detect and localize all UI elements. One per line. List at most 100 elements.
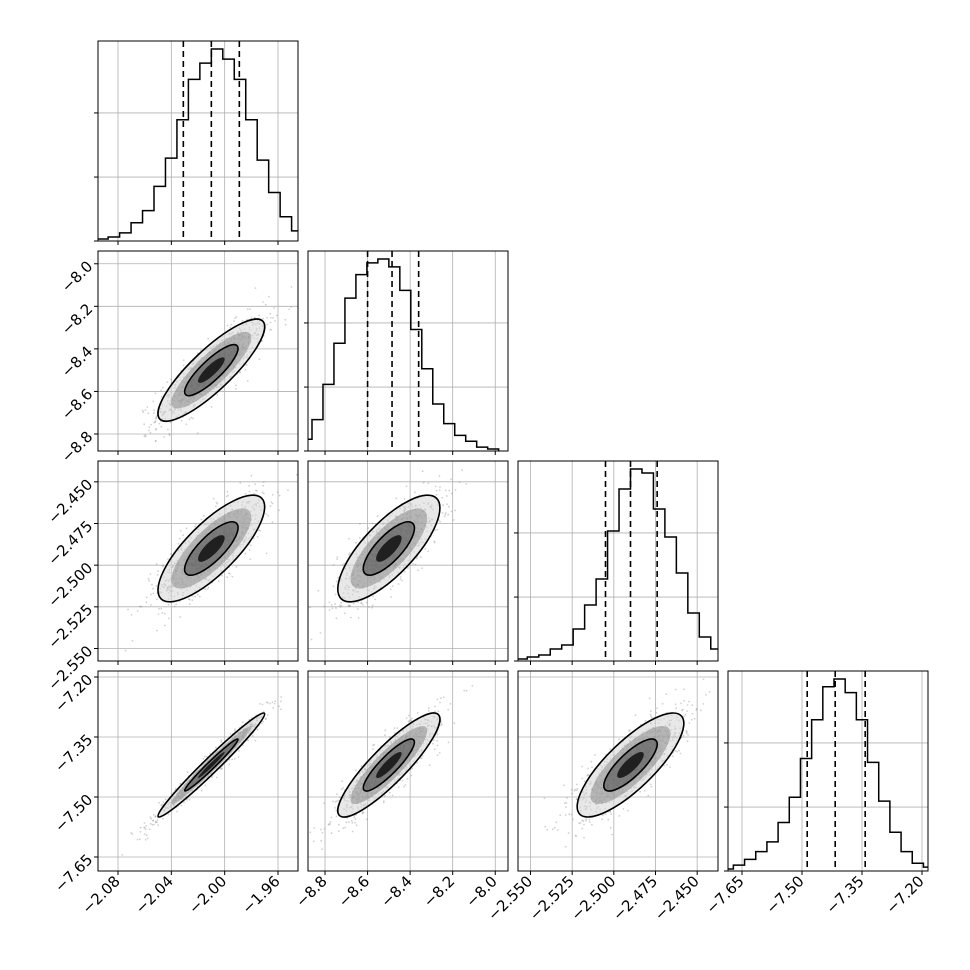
scatter-point — [338, 823, 340, 826]
scatter-point — [331, 607, 334, 610]
scatter-point — [162, 817, 164, 820]
scatter-point — [323, 828, 326, 830]
scatter-point — [424, 548, 427, 550]
scatter-point — [235, 565, 238, 568]
y-tick-label: −2.450 — [44, 475, 96, 527]
panel-2-2 — [514, 460, 719, 665]
scatter-point — [362, 812, 364, 815]
scatter-point — [683, 699, 685, 702]
scatter-point — [588, 818, 591, 821]
scatter-point — [313, 827, 315, 829]
scatter-point — [397, 583, 400, 585]
scatter-point — [142, 411, 145, 414]
scatter-point — [284, 318, 287, 321]
gridlines — [308, 251, 508, 451]
scatter-point — [353, 816, 356, 819]
scatter-point — [262, 301, 264, 303]
scatter-point — [144, 838, 147, 841]
scatter-point — [226, 576, 229, 579]
scatter-point — [309, 831, 312, 834]
scatter-point — [344, 826, 347, 829]
scatter-point — [249, 308, 252, 310]
scatter-point — [233, 729, 236, 732]
scatter-point — [274, 320, 276, 322]
scatter-point — [357, 608, 359, 610]
scatter-point — [226, 490, 229, 493]
scatter-point — [427, 707, 430, 709]
scatter-point — [688, 700, 690, 703]
scatter-point — [249, 558, 252, 561]
scatter-point — [403, 785, 405, 788]
scatter-point — [200, 789, 203, 792]
scatter-point — [427, 550, 429, 552]
scatter-point — [450, 492, 453, 495]
scatter-point — [349, 616, 352, 619]
scatter-point — [230, 323, 233, 326]
scatter-point — [209, 752, 212, 755]
scatter-point — [233, 757, 236, 760]
scatter-point — [410, 719, 413, 722]
scatter-point — [453, 722, 456, 725]
scatter-point — [339, 605, 342, 608]
scatter-point — [450, 478, 452, 480]
scatter-point — [649, 710, 652, 713]
histogram-2 — [518, 468, 718, 660]
scatter-point — [334, 807, 336, 809]
scatter-point — [343, 612, 346, 615]
scatter-point — [233, 320, 236, 322]
scatter-point — [452, 519, 455, 521]
scatter-point — [329, 822, 331, 825]
scatter-point — [332, 800, 334, 803]
scatter-point — [178, 537, 181, 540]
y-tick-label: −8.4 — [58, 343, 96, 381]
scatter-point — [241, 319, 244, 322]
scatter-point — [147, 577, 150, 580]
scatter-point — [335, 815, 338, 818]
scatter-point — [266, 702, 269, 704]
scatter-point — [389, 791, 391, 794]
scatter-point — [360, 602, 363, 605]
scatter-point — [320, 839, 323, 842]
scatter-point — [436, 740, 438, 742]
scatter-point — [394, 732, 396, 734]
scatter-point — [221, 574, 223, 577]
scatter-point — [143, 833, 146, 835]
scatter-point — [360, 601, 363, 604]
scatter-point — [212, 497, 215, 500]
scatter-point — [149, 431, 152, 434]
scatter-point — [151, 583, 153, 586]
scatter-point — [288, 308, 290, 311]
scatter-point — [266, 714, 269, 716]
scatter-point — [269, 702, 271, 705]
scatter-point — [217, 580, 220, 583]
scatter-point — [206, 755, 208, 758]
scatter-point — [575, 835, 578, 837]
scatter-point — [139, 605, 142, 608]
panel-1-0: −8.8−8.6−8.4−8.2−8.0 — [58, 250, 299, 466]
scatter-point — [334, 603, 336, 605]
scatter-point — [169, 421, 172, 424]
scatter-point — [182, 364, 185, 367]
scatter-point — [152, 587, 154, 590]
y-tick-label: −2.500 — [44, 559, 96, 611]
scatter-point — [275, 314, 278, 317]
scatter-point — [148, 828, 151, 830]
scatter-point — [449, 702, 452, 705]
scatter-point — [269, 321, 272, 324]
scatter-point — [153, 421, 156, 424]
contour-level-0 — [198, 357, 225, 383]
scatter-point — [354, 818, 357, 821]
gridlines — [98, 251, 298, 451]
scatter-point — [444, 513, 447, 516]
scatter-point — [180, 804, 183, 807]
scatter-point — [420, 757, 423, 760]
scatter-point — [339, 604, 341, 607]
scatter-point — [166, 381, 169, 384]
scatter-point — [173, 605, 176, 608]
scatter-point — [271, 701, 274, 704]
scatter-point — [339, 796, 341, 799]
scatter-point — [310, 638, 313, 641]
scatter-point — [160, 607, 163, 610]
scatter-point — [264, 303, 267, 306]
x-tick-label: −8.2 — [420, 872, 458, 910]
